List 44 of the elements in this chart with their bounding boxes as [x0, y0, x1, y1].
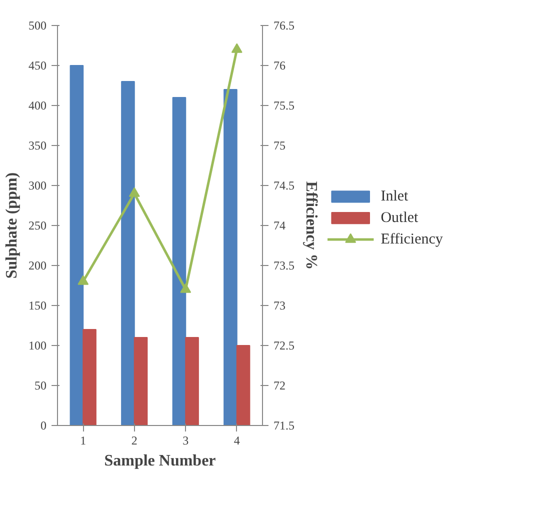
point [180, 283, 192, 293]
y-tick-label: 450 [28, 58, 46, 72]
y-tick-label: 50 [34, 378, 46, 392]
bar [121, 81, 135, 426]
bar [236, 345, 250, 426]
y2-tick-label: 76 [274, 58, 286, 72]
y-tick-label: 500 [28, 18, 46, 32]
y2-tick-label: 74.5 [274, 178, 294, 192]
point [231, 43, 242, 53]
bar [82, 329, 96, 426]
y2-tick-label: 72.5 [274, 338, 294, 352]
y-tick-label: 200 [28, 258, 46, 272]
bar [224, 89, 238, 426]
x-axis-title: Sample Number [104, 452, 216, 470]
y-tick-label: 350 [28, 138, 46, 152]
y2-tick-label: 73 [274, 298, 286, 312]
y2-axis-title: Efficiency % [302, 181, 320, 270]
y2-tick-label: 73.5 [274, 258, 294, 272]
bar [134, 337, 148, 426]
y2-tick-label: 75.5 [274, 98, 294, 112]
y2-tick-label: 76.5 [274, 18, 294, 32]
legend-label: Outlet [380, 210, 420, 226]
point [78, 275, 89, 285]
y-tick-label: 400 [28, 98, 46, 112]
x-tick-label: 4 [234, 434, 240, 448]
legend-label: Efficiency [380, 232, 444, 248]
legend-label: Inlet [380, 188, 410, 205]
bar [70, 65, 84, 426]
point [128, 187, 140, 197]
x-tick-label: 1 [80, 434, 86, 448]
y-tick-label: 100 [28, 338, 46, 352]
y-tick-label: 300 [28, 178, 46, 192]
y2-tick-label: 75 [274, 138, 286, 152]
bar [185, 337, 199, 426]
bar [172, 97, 186, 426]
y-axis-title: Sulphate (ppm) [4, 172, 20, 279]
y2-tick-label: 71.5 [274, 418, 294, 432]
x-tick-label: 2 [131, 434, 138, 448]
y2-tick-label: 74 [274, 218, 286, 232]
y-tick-label: 150 [28, 298, 46, 312]
x-tick-label: 3 [182, 434, 189, 448]
y-tick-label: 0 [40, 418, 46, 432]
y-tick-label: 250 [28, 218, 46, 232]
y2-tick-label: 72 [274, 378, 286, 392]
